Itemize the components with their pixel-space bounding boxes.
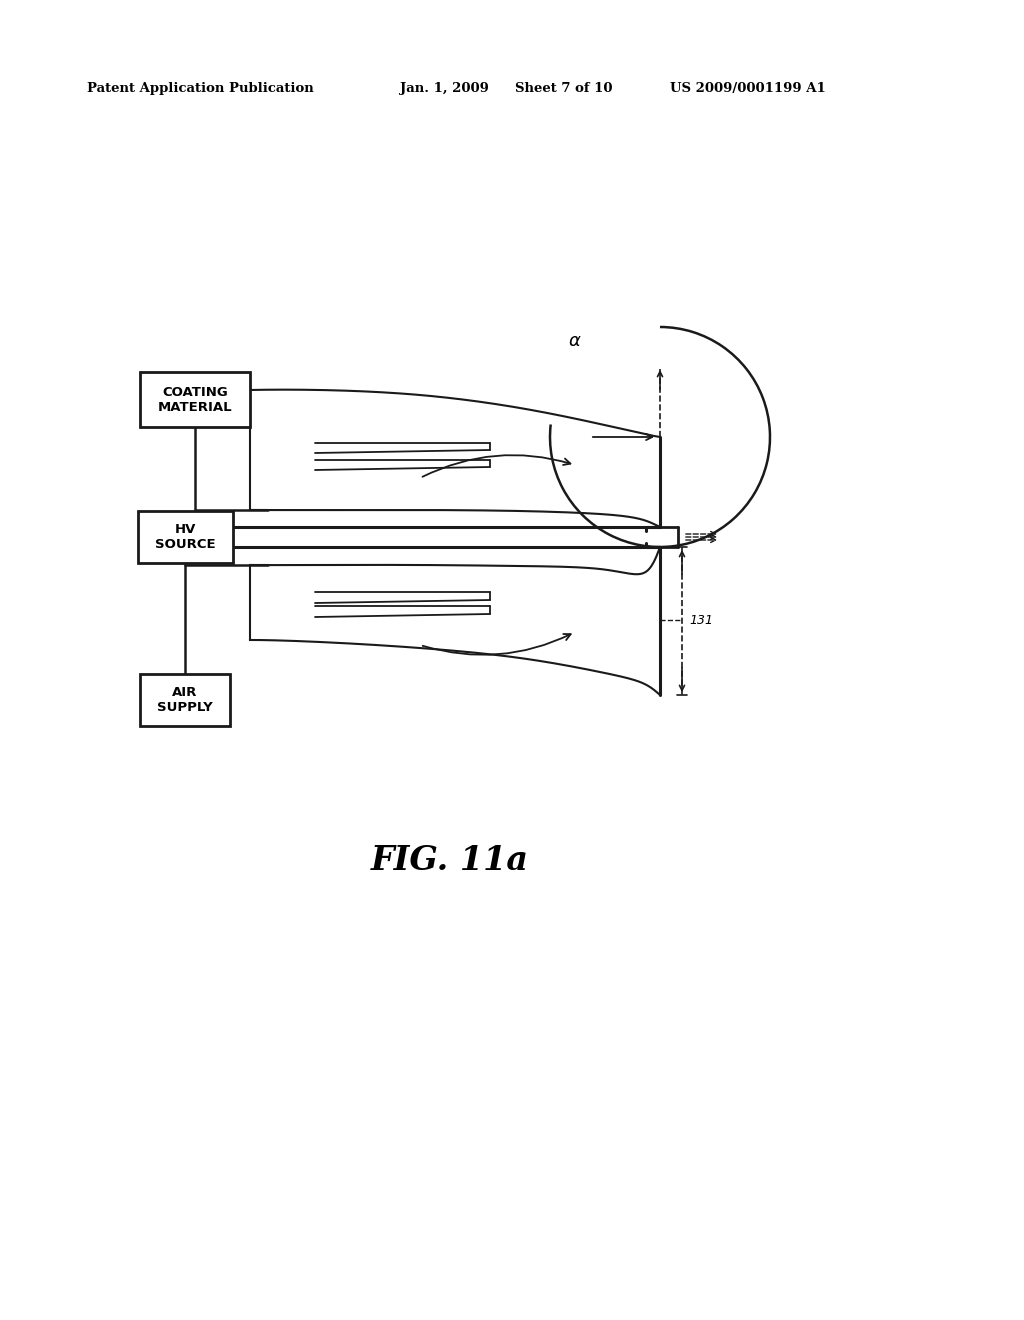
Text: Patent Application Publication: Patent Application Publication <box>87 82 313 95</box>
Bar <box>140 372 250 426</box>
Text: AIR
SUPPLY: AIR SUPPLY <box>157 686 213 714</box>
Text: FIG. 11a: FIG. 11a <box>371 843 529 876</box>
Text: α: α <box>569 333 581 351</box>
Bar <box>140 675 230 726</box>
Text: Jan. 1, 2009: Jan. 1, 2009 <box>400 82 488 95</box>
Bar <box>138 511 233 564</box>
Text: US 2009/0001199 A1: US 2009/0001199 A1 <box>670 82 825 95</box>
Text: 131: 131 <box>689 614 713 627</box>
Text: HV
SOURCE: HV SOURCE <box>155 523 215 550</box>
Text: COATING
MATERIAL: COATING MATERIAL <box>158 385 232 414</box>
Text: Sheet 7 of 10: Sheet 7 of 10 <box>515 82 612 95</box>
